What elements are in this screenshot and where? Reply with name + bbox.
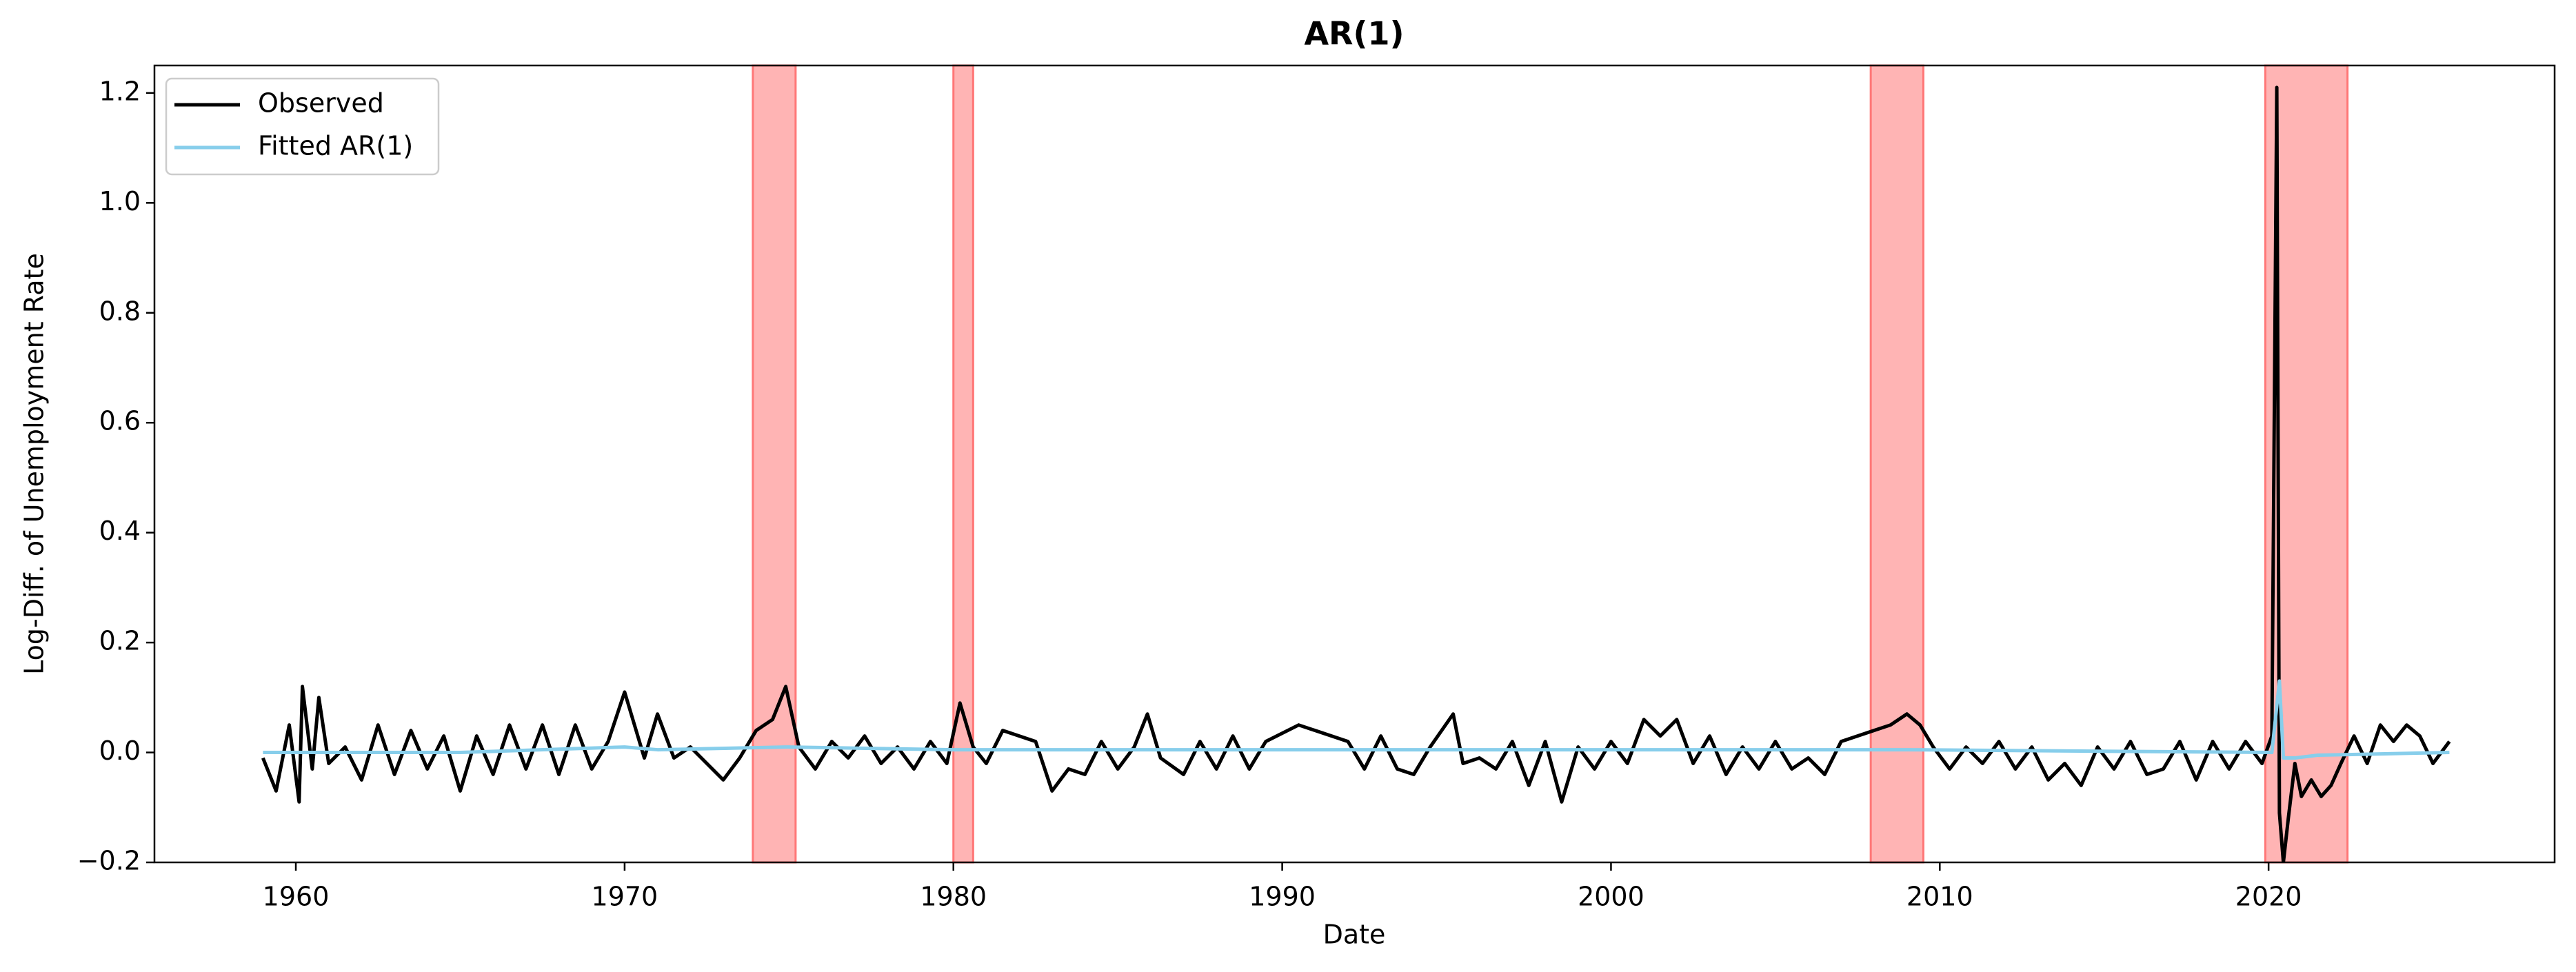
x-tick-label: 1990 <box>1249 882 1316 912</box>
x-tick-label: 2020 <box>2235 882 2302 912</box>
x-tick-label: 1980 <box>920 882 987 912</box>
y-tick-label: 0.4 <box>99 516 141 546</box>
shaded-region <box>1869 64 1924 864</box>
legend-label: Fitted AR(1) <box>258 131 413 161</box>
x-tick-label: 2000 <box>1578 882 1644 912</box>
y-tick-label: −0.2 <box>77 846 141 876</box>
y-tick-label: 0.8 <box>99 296 141 326</box>
x-tick-label: 2010 <box>1906 882 1973 912</box>
plot-frame <box>153 64 2556 864</box>
y-tick-label: 0.2 <box>99 626 141 656</box>
y-tick-label: 0.6 <box>99 406 141 436</box>
legend-label: Observed <box>258 88 384 119</box>
y-axis-label: Log-Diff. of Unemployment Rate <box>19 253 50 675</box>
chart-title: AR(1) <box>1304 15 1404 52</box>
y-tick-label: 0.0 <box>99 736 141 766</box>
y-tick-label: 1.2 <box>99 76 141 106</box>
legend-box <box>165 77 440 176</box>
x-tick-label: 1960 <box>263 882 330 912</box>
shaded-region <box>752 64 797 864</box>
data-line <box>261 85 2451 862</box>
x-axis-label: Date <box>1323 920 1386 950</box>
y-tick-label: 1.0 <box>99 186 141 216</box>
x-tick-label: 1970 <box>592 882 658 912</box>
data-line <box>263 679 2450 760</box>
